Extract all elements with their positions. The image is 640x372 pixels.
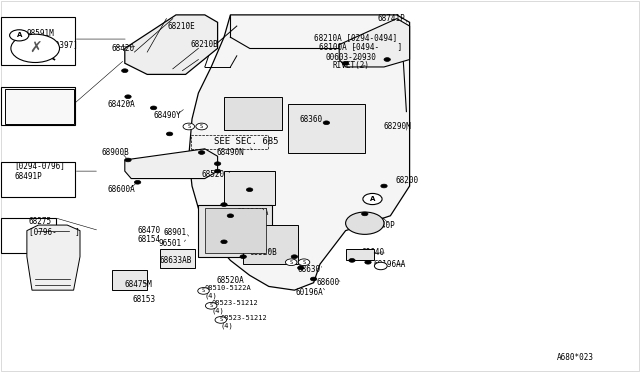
Text: 68420: 68420	[112, 44, 135, 53]
Text: 68633AB: 68633AB	[160, 256, 193, 265]
Text: SEE SEC. 685: SEE SEC. 685	[214, 137, 279, 146]
Circle shape	[10, 30, 29, 41]
Text: 68153: 68153	[132, 295, 156, 304]
Text: S: S	[200, 124, 203, 129]
Text: ✗: ✗	[29, 41, 42, 56]
Polygon shape	[27, 225, 80, 290]
Text: 68290M: 68290M	[384, 122, 412, 131]
Bar	[224, 97, 282, 130]
Circle shape	[125, 95, 131, 99]
Polygon shape	[339, 19, 410, 67]
Text: 68196AA: 68196AA	[373, 260, 406, 269]
Text: 68740P: 68740P	[368, 221, 396, 230]
Circle shape	[384, 58, 390, 61]
Text: 68210A [0294-0494]: 68210A [0294-0494]	[314, 33, 397, 42]
Circle shape	[298, 259, 310, 266]
Circle shape	[285, 259, 297, 266]
Text: S: S	[220, 317, 222, 323]
Polygon shape	[125, 149, 218, 179]
Circle shape	[349, 259, 355, 262]
Text: 68490Y: 68490Y	[154, 111, 181, 120]
Text: 68154: 68154	[138, 235, 161, 244]
Circle shape	[214, 162, 221, 166]
Text: 68600A: 68600A	[108, 185, 135, 194]
Circle shape	[363, 193, 382, 205]
Text: S: S	[303, 260, 305, 265]
Circle shape	[362, 212, 368, 216]
Circle shape	[183, 123, 195, 130]
Text: S: S	[202, 288, 205, 294]
Bar	[1, 17, 75, 65]
Text: 68210E: 68210E	[168, 22, 195, 31]
Text: 68210B: 68210B	[191, 40, 218, 49]
Bar	[5, 89, 74, 124]
Circle shape	[196, 123, 207, 130]
Text: 98591MA
[0297-    ]: 98591MA [0297- ]	[18, 94, 68, 114]
Text: 68630: 68630	[298, 265, 321, 274]
Text: A680*023: A680*023	[557, 353, 594, 362]
Text: 60196A: 60196A	[296, 288, 323, 296]
Circle shape	[240, 255, 246, 259]
Circle shape	[215, 317, 227, 323]
Circle shape	[221, 240, 227, 244]
Text: A: A	[17, 32, 22, 38]
Circle shape	[125, 158, 131, 162]
Circle shape	[246, 188, 253, 192]
Bar	[1, 218, 56, 253]
Text: 68470: 68470	[138, 226, 161, 235]
Bar	[1, 87, 75, 125]
Text: 68275
[0796-    ]: 68275 [0796- ]	[29, 217, 79, 237]
Circle shape	[122, 69, 128, 73]
Bar	[205, 208, 266, 253]
Text: 00603-20930: 00603-20930	[325, 53, 376, 62]
Circle shape	[365, 260, 371, 264]
Text: 68520: 68520	[202, 170, 225, 179]
Text: 68520A: 68520A	[216, 276, 244, 285]
Circle shape	[310, 277, 317, 281]
Text: 68420A: 68420A	[108, 100, 135, 109]
Text: 68490N: 68490N	[216, 148, 244, 157]
Text: 08523-51212
(4): 08523-51212 (4)	[221, 315, 268, 328]
Bar	[288, 104, 365, 153]
Polygon shape	[125, 15, 218, 74]
Bar	[160, 249, 195, 268]
Text: 96501: 96501	[159, 239, 182, 248]
Bar	[191, 135, 268, 149]
Bar	[112, 270, 147, 290]
Text: 68900B: 68900B	[101, 148, 129, 157]
Circle shape	[214, 169, 221, 173]
Bar	[1, 162, 75, 197]
Text: S: S	[210, 303, 212, 308]
Circle shape	[342, 61, 349, 65]
Text: 08523-51212
(4): 08523-51212 (4)	[211, 300, 258, 314]
Circle shape	[346, 212, 384, 234]
Polygon shape	[189, 15, 410, 290]
Bar	[346, 249, 374, 260]
Text: 68640: 68640	[362, 248, 385, 257]
Text: 68520B: 68520B	[250, 248, 277, 257]
Text: 68200: 68200	[396, 176, 419, 185]
Circle shape	[198, 288, 209, 294]
Text: 68741P: 68741P	[378, 14, 405, 23]
Circle shape	[221, 203, 227, 206]
Text: S: S	[290, 260, 292, 265]
Text: 68490NA: 68490NA	[237, 208, 269, 217]
Text: 68100A [0494-    ]: 68100A [0494- ]	[319, 42, 402, 51]
Text: 68475M: 68475M	[125, 280, 152, 289]
Text: S: S	[188, 124, 190, 129]
Text: 68600: 68600	[317, 278, 340, 287]
Text: [0294-0796]
68491P: [0294-0796] 68491P	[14, 161, 65, 181]
Circle shape	[227, 214, 234, 218]
Bar	[243, 225, 298, 264]
Circle shape	[298, 266, 304, 270]
Circle shape	[150, 106, 157, 110]
Text: 68901: 68901	[163, 228, 186, 237]
Text: 98591M
[0396-0397]: 98591M [0396-0397]	[27, 29, 77, 49]
Text: 68360: 68360	[300, 115, 323, 124]
Circle shape	[323, 121, 330, 125]
Circle shape	[291, 255, 298, 259]
Text: A: A	[370, 196, 375, 202]
Circle shape	[166, 132, 173, 136]
Circle shape	[198, 151, 205, 154]
Bar	[198, 205, 272, 257]
